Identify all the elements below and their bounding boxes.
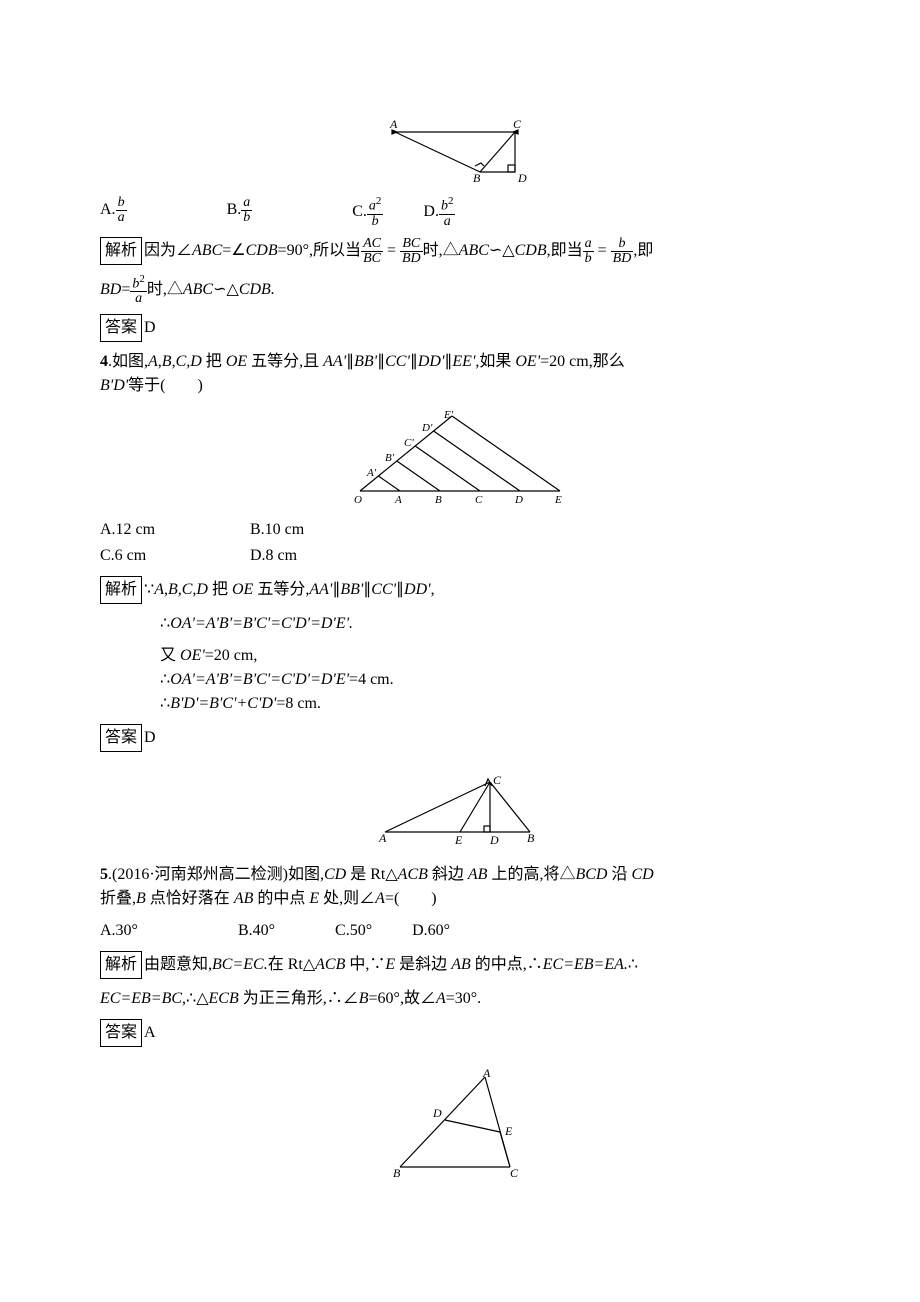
svg-text:C: C [475,494,483,506]
q5-stem: 5.(2016·河南郑州高二检测)如图,CD 是 Rt△ACB 斜边 AB 上的… [100,863,820,911]
q4-option-d: D.8 cm [250,544,400,568]
answer-label: 答案 [100,1019,142,1047]
q3-option-d: D.b2a [423,196,455,229]
q5-answer: 答案A [100,1019,820,1047]
answer-label: 答案 [100,724,142,752]
analysis-label: 解析 [100,576,142,604]
q4-option-a: A.12 cm [100,518,250,542]
q4-option-c: C.6 cm [100,544,250,568]
q5-option-b: B.40° [238,919,275,943]
svg-text:C: C [510,1166,519,1180]
q3-analysis: 解析因为∠ABC=∠CDB=90°,所以当ACBC = BCBD时,△ABC∽△… [100,237,820,266]
svg-text:A: A [389,117,398,131]
q5-option-a: A.30° [100,919,138,943]
svg-text:B: B [435,494,442,506]
svg-text:A: A [482,1067,491,1080]
q5-analysis-2: EC=EB=BC,∴△ECB 为正三角形,∴∠B=60°,故∠A=30°. [100,987,820,1011]
q4-step4: ∴B'D'=B'C'+C'D'=8 cm. [100,692,820,716]
q4-step2: 又 OE'=20 cm, [100,644,820,668]
q3-option-c: C.a2b [352,196,383,229]
q3-options: A.ba B.ab C.a2b D.b2a [100,196,820,229]
q4-stem: 4.如图,A,B,C,D 把 OE 五等分,且 AA'∥BB'∥CC'∥DD'∥… [100,350,820,398]
analysis-label: 解析 [100,237,142,265]
q3-option-b: B.ab [227,196,253,229]
svg-text:D: D [489,833,499,847]
svg-text:C': C' [404,437,414,449]
svg-text:D: D [514,494,523,506]
svg-text:E: E [504,1124,513,1138]
q4-figure: O A B C D E A' B' C' D' E' [100,406,820,514]
svg-text:B': B' [385,452,395,464]
q3-figure: A C B D [100,114,820,192]
svg-text:E: E [554,494,562,506]
q5-figure2: A B C D E [100,1067,820,1190]
q5-analysis: 解析由题意知,BC=EC.在 Rt△ACB 中,∵E 是斜边 AB 的中点,∴E… [100,951,820,979]
q4-options: A.12 cm B.10 cm C.6 cm D.8 cm [100,518,820,568]
q4-option-b: B.10 cm [250,518,400,542]
svg-text:C: C [513,117,522,131]
q3-answer: 答案D [100,314,820,342]
svg-text:O: O [354,494,362,506]
svg-text:E': E' [443,409,454,421]
q3-option-a: A.ba [100,196,127,229]
q5-figure1: A B C D E [100,772,820,855]
svg-text:B: B [473,171,481,184]
answer-label: 答案 [100,314,142,342]
q4-step3: ∴OA'=A'B'=B'C'=C'D'=D'E'=4 cm. [100,668,820,692]
q4-analysis: 解析∵A,B,C,D 把 OE 五等分,AA'∥BB'∥CC'∥DD', [100,576,820,604]
svg-text:B: B [527,831,535,845]
analysis-label: 解析 [100,951,142,979]
q4-answer: 答案D [100,724,820,752]
svg-text:C: C [493,773,502,787]
svg-text:D': D' [421,422,433,434]
svg-text:A: A [394,494,402,506]
q5-option-c: C.50° [335,919,372,943]
q3-analysis-2: BD=b2a时,△ABC∽△CDB. [100,274,820,307]
q4-step1: ∴OA'=A'B'=B'C'=C'D'=D'E'. [100,612,820,636]
svg-text:B: B [393,1166,401,1180]
svg-text:E: E [454,833,463,847]
svg-text:D: D [432,1106,442,1120]
svg-text:D: D [517,171,527,184]
svg-text:A': A' [366,467,377,479]
svg-text:A: A [378,831,387,845]
q5-options: A.30° B.40° C.50° D.60° [100,919,820,943]
q5-option-d: D.60° [412,919,450,943]
